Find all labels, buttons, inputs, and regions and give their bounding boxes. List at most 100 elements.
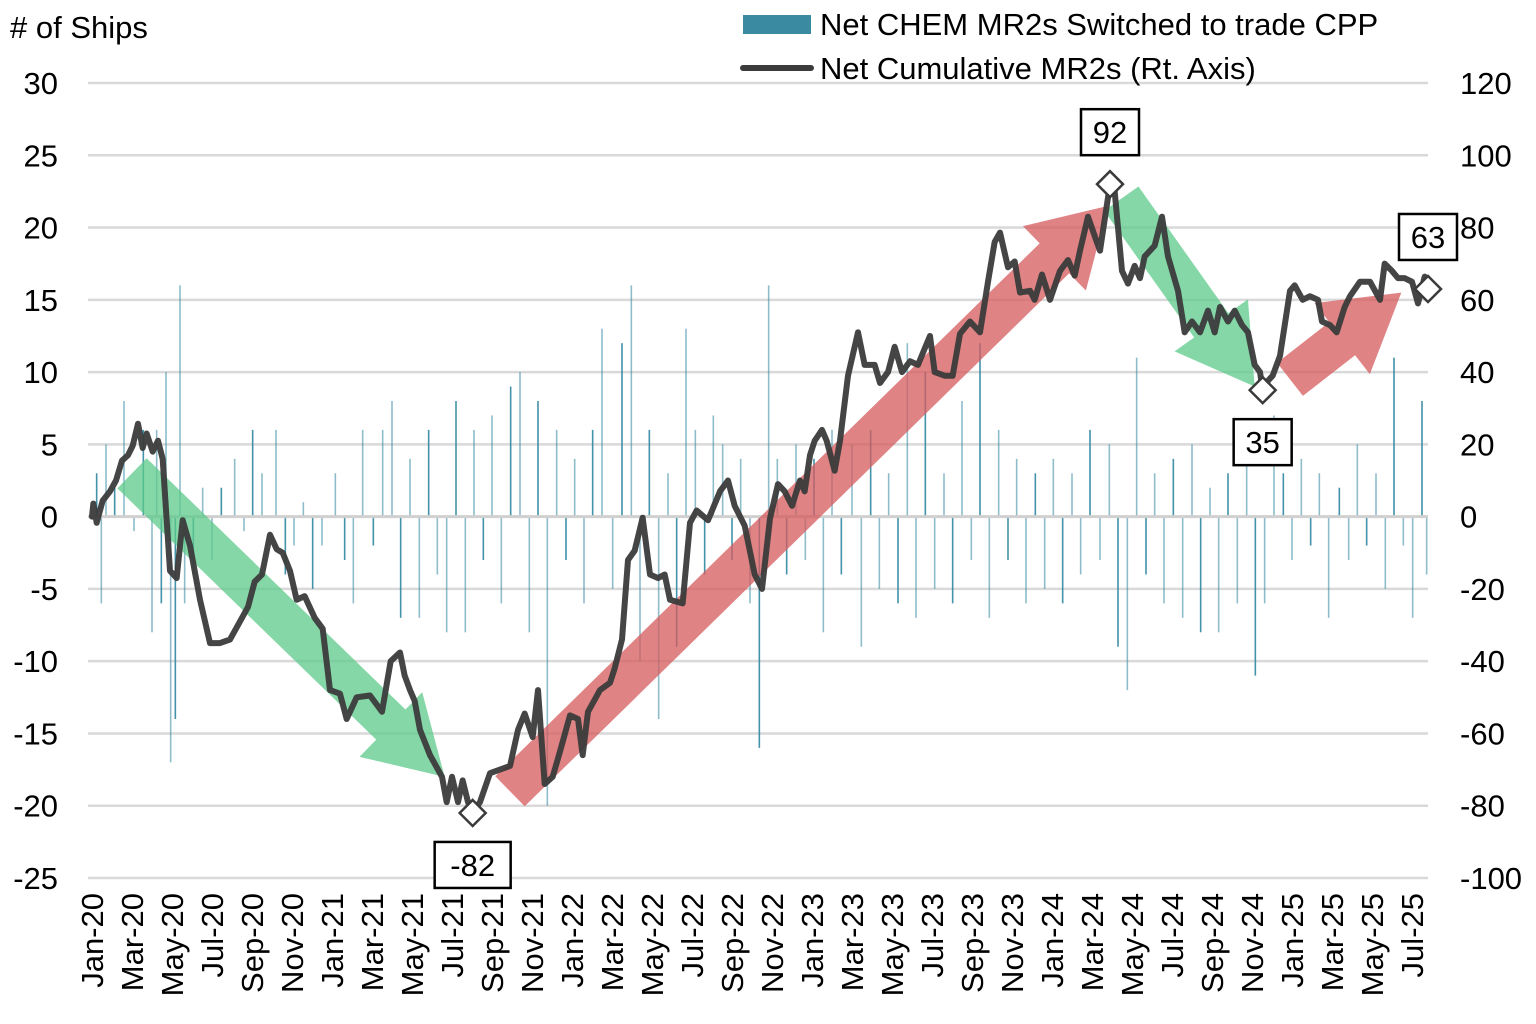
x-axis: Jan-20 Mar-20 May-20 Jul-20 Sep-20 Nov-20 Jan-… <box>75 893 1430 996</box>
right-tick-label: -100 <box>1460 861 1522 896</box>
data-marker <box>1095 169 1125 199</box>
x-tick-label: May-22 <box>635 893 670 996</box>
bar <box>1327 516 1330 618</box>
x-tick-label: Jul-24 <box>1155 893 1190 977</box>
bar <box>703 516 706 575</box>
right-tick-label: -80 <box>1460 789 1505 824</box>
x-tick-label: Jul-21 <box>435 893 470 977</box>
legend: Net CHEM MR2s Switched to trade CPP Net … <box>740 7 1378 86</box>
x-tick-label: Jan-20 <box>75 893 110 988</box>
bar <box>878 516 881 589</box>
x-tick-label: Sep-22 <box>715 893 750 993</box>
bar <box>630 285 633 517</box>
right-tick-label: 60 <box>1460 283 1494 318</box>
left-tick-label: 15 <box>24 283 58 318</box>
bar <box>1145 516 1147 575</box>
x-tick-label: Jan-24 <box>1035 893 1070 988</box>
bar <box>712 415 715 517</box>
bar <box>169 516 172 763</box>
bar <box>183 516 186 604</box>
bar <box>546 516 549 806</box>
right-tick-label: -60 <box>1460 716 1505 751</box>
bar <box>352 516 355 604</box>
bar <box>293 516 295 546</box>
bar <box>1338 487 1341 517</box>
bar <box>321 516 323 546</box>
bar <box>1254 516 1257 676</box>
bar <box>343 516 346 560</box>
bar <box>1421 401 1423 517</box>
bar <box>1425 516 1428 575</box>
bar <box>979 343 981 517</box>
left-tick-label: -15 <box>13 716 58 751</box>
data-label: 63 <box>1411 220 1445 255</box>
x-tick-label: Mar-23 <box>835 893 870 991</box>
bar <box>1025 516 1027 604</box>
bar <box>565 516 567 560</box>
data-label: 92 <box>1093 115 1127 150</box>
bar <box>491 415 493 517</box>
bar <box>445 516 448 633</box>
left-tick-label: 20 <box>24 211 58 246</box>
left-tick-label: 0 <box>41 500 58 535</box>
bar <box>455 401 457 517</box>
bar <box>915 516 917 618</box>
bar <box>1099 516 1101 560</box>
bar <box>473 429 475 517</box>
bar <box>436 516 439 575</box>
right-tick-label: 120 <box>1460 66 1512 101</box>
bar <box>427 429 430 517</box>
x-tick-label: Mar-20 <box>115 893 150 991</box>
x-tick-label: Jan-21 <box>315 893 350 988</box>
bar <box>621 343 623 517</box>
bar <box>887 473 890 517</box>
x-tick-label: May-24 <box>1115 893 1150 996</box>
bar <box>869 429 872 517</box>
left-tick-label: 25 <box>24 138 58 173</box>
bar <box>1117 516 1119 647</box>
bar <box>1263 516 1266 604</box>
bar <box>418 516 421 618</box>
right-tick-label: -40 <box>1460 644 1505 679</box>
bar <box>1079 516 1082 575</box>
data-marker <box>1413 274 1443 304</box>
bar <box>1034 473 1037 517</box>
left-tick-label: 5 <box>41 427 58 462</box>
bar <box>1052 458 1055 517</box>
bar <box>1402 516 1405 546</box>
cumulative-line <box>89 181 1431 816</box>
bar <box>1071 473 1073 517</box>
bar <box>795 444 797 517</box>
bar <box>1347 516 1350 560</box>
bar <box>1318 473 1321 517</box>
bar <box>160 516 163 604</box>
bar <box>528 516 531 633</box>
bar <box>464 516 467 633</box>
bar <box>731 516 733 560</box>
x-tick-label: Jan-25 <box>1275 893 1310 988</box>
data-labels: -82 92 35 63 <box>433 107 1459 890</box>
data-label-box <box>1232 417 1293 467</box>
bar <box>113 487 116 517</box>
x-tick-label: Jul-25 <box>1395 893 1430 977</box>
x-tick-label: Mar-25 <box>1315 893 1350 991</box>
left-axis-label: # of Ships <box>10 10 148 45</box>
bar <box>334 473 337 517</box>
bar <box>804 516 807 560</box>
bar <box>924 372 927 517</box>
bar <box>648 429 651 517</box>
right-axis: 120 100 80 60 40 20 0 -20 -40 -60 -80 -100 <box>1460 66 1522 896</box>
bar <box>822 516 825 633</box>
bar <box>675 516 678 647</box>
bar <box>1108 444 1111 517</box>
bar <box>767 285 770 517</box>
bar <box>275 429 277 517</box>
bar <box>1181 516 1184 618</box>
bar <box>860 516 863 647</box>
left-tick-label: -20 <box>13 789 58 824</box>
x-tick-label: Sep-21 <box>475 893 510 993</box>
bar <box>951 516 954 604</box>
bar <box>1227 473 1229 517</box>
bar <box>1245 444 1248 517</box>
bar <box>1282 473 1285 517</box>
